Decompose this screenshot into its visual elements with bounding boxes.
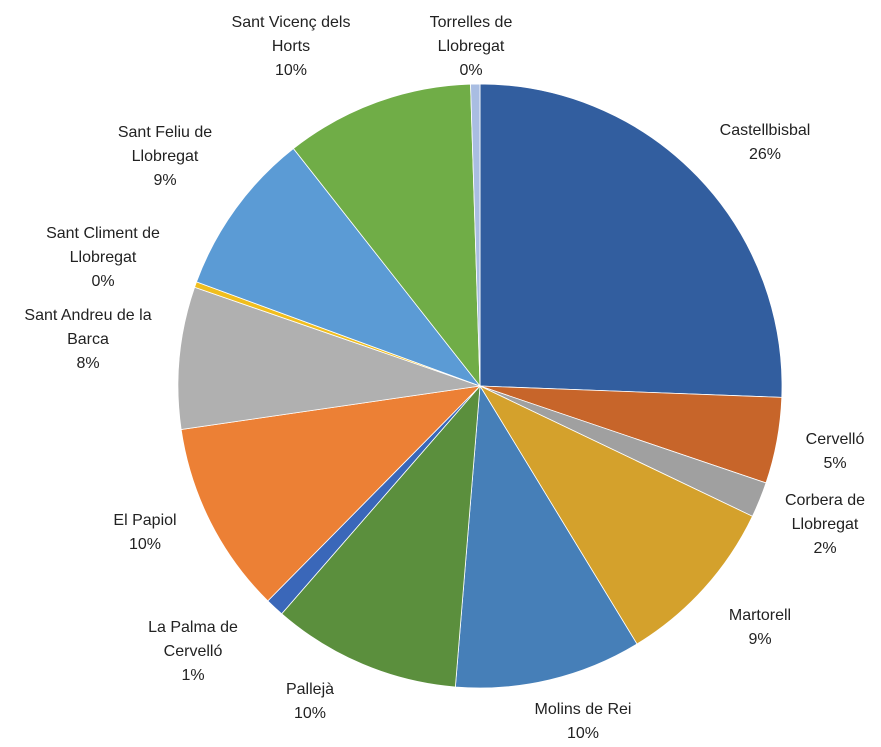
category-name: Torrelles de Llobregat	[429, 14, 513, 55]
slice-label: Cervelló 5%	[795, 428, 875, 476]
percent-label: 26%	[748, 146, 782, 163]
category-name: La Palma de Cervelló	[148, 619, 238, 660]
category-name: Sant Vicenç dels Horts	[231, 14, 351, 55]
category-name: Corbera de Llobregat	[784, 492, 866, 533]
percent-label: 10%	[274, 62, 308, 79]
percent-label: 1%	[181, 667, 205, 684]
category-name: Sant Climent de Llobregat	[46, 225, 160, 266]
category-name: Sant Andreu de la Barca	[24, 307, 152, 348]
slice-label: Molins de Rei 10%	[513, 698, 653, 746]
percent-label: 0%	[459, 62, 483, 79]
slice-label: Corbera de Llobregat 2%	[775, 489, 875, 561]
slice-label: Sant Vicenç dels Horts 10%	[221, 11, 361, 83]
category-name: Molins de Rei	[534, 701, 632, 718]
percent-label: 2%	[813, 540, 837, 557]
percent-label: 10%	[566, 725, 600, 742]
percent-label: 9%	[748, 631, 772, 648]
pie-slice	[479, 83, 783, 398]
pie-slice	[470, 83, 481, 387]
pie-slice	[454, 384, 638, 689]
category-name: Sant Feliu de Llobregat	[117, 124, 213, 165]
pie-slice	[478, 385, 753, 645]
pie-slice	[195, 147, 482, 387]
slice-label: Sant Andreu de la Barca 8%	[13, 304, 163, 376]
slice-label: Sant Feliu de Llobregat 9%	[105, 121, 225, 193]
slice-label: La Palma de Cervelló 1%	[136, 616, 251, 688]
percent-label: 8%	[76, 355, 100, 372]
percent-label: 0%	[91, 273, 115, 290]
category-name: Castellbisbal	[719, 122, 811, 139]
category-name: Cervelló	[805, 431, 865, 448]
pie-slice	[180, 385, 482, 602]
category-name: Martorell	[728, 607, 792, 624]
pie-slice	[177, 286, 481, 430]
slice-label: Castellbisbal 26%	[705, 119, 825, 167]
pie-slice	[292, 83, 481, 388]
percent-label: 10%	[293, 705, 327, 722]
category-name: El Papiol	[113, 512, 177, 529]
percent-label: 10%	[128, 536, 162, 553]
slice-label: Martorell 9%	[710, 604, 810, 652]
percent-label: 5%	[823, 455, 847, 472]
pie-slice	[281, 384, 481, 688]
slice-label: Torrelles de Llobregat 0%	[411, 11, 531, 83]
slice-label: Sant Climent de Llobregat 0%	[36, 222, 171, 294]
percent-label: 9%	[153, 172, 177, 189]
slice-label: El Papiol 10%	[95, 509, 195, 557]
slice-label: Pallejà 10%	[270, 678, 350, 726]
category-name: Pallejà	[285, 681, 335, 698]
